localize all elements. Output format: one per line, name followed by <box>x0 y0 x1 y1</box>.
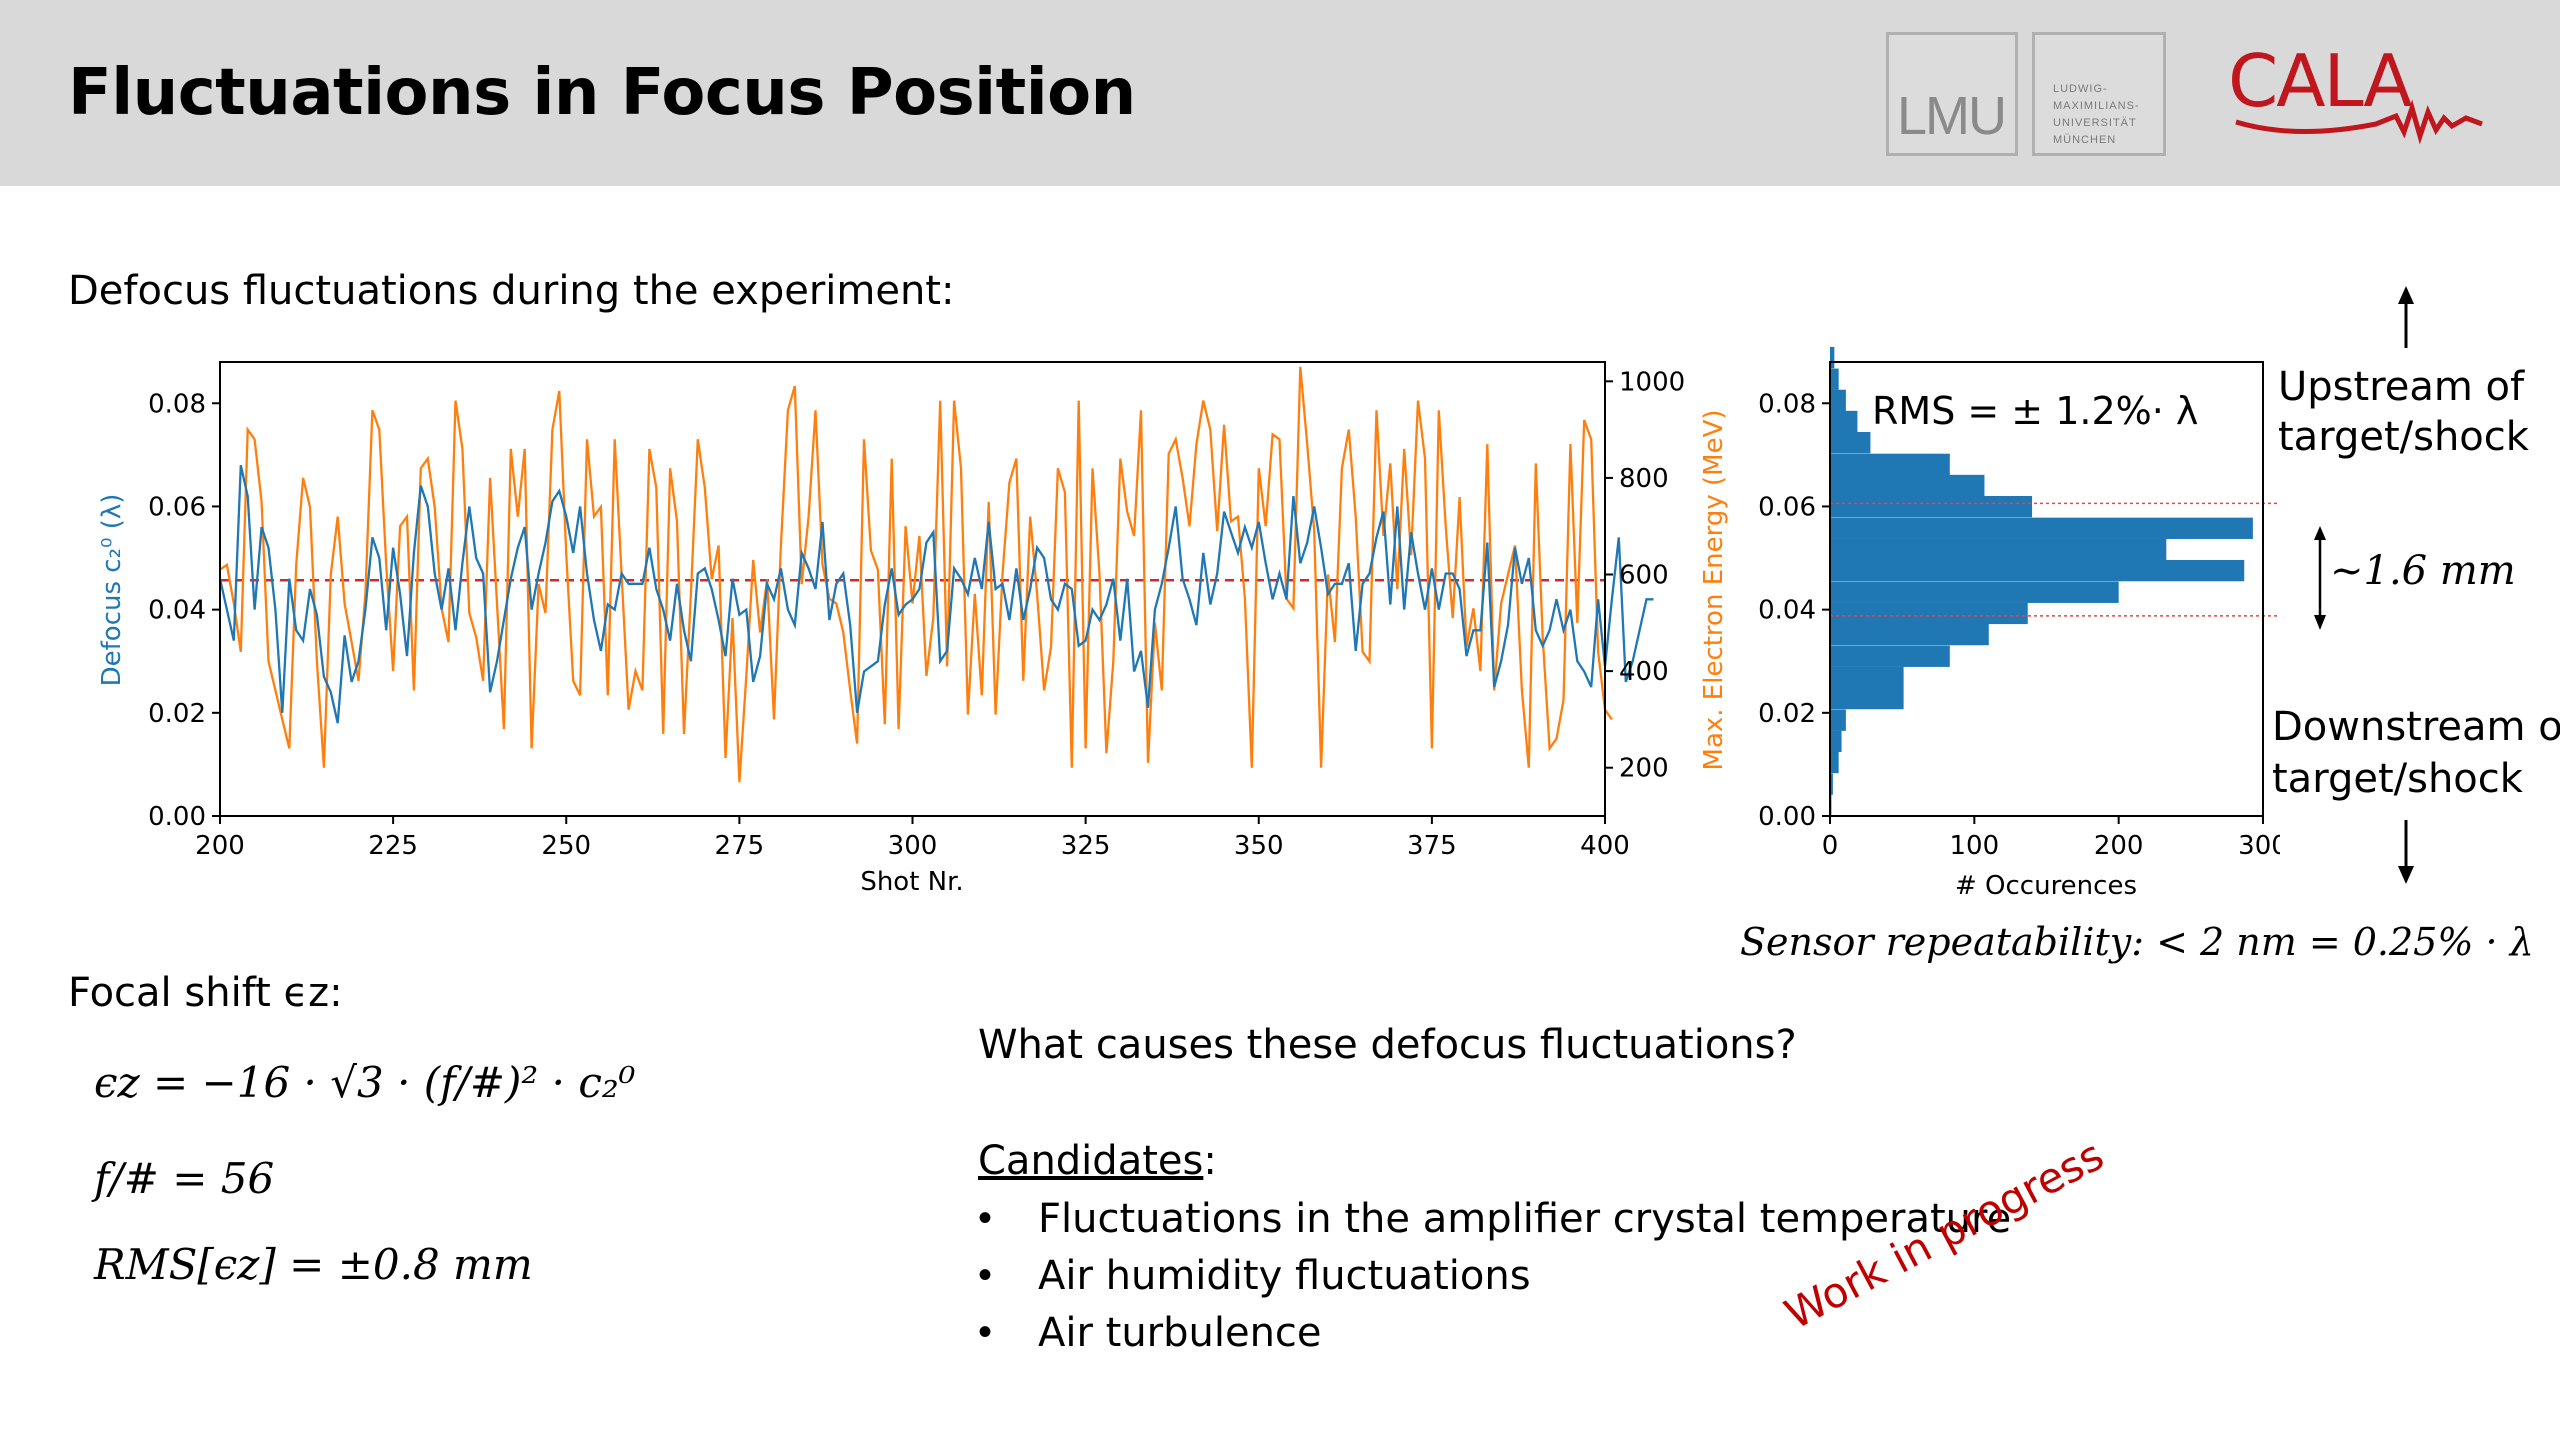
lmu-logo-text: LMU <box>1897 86 2007 146</box>
y-axis-label: Defocus c₂⁰ (λ) <box>97 494 127 687</box>
y-tick-label: 0.06 <box>148 492 206 522</box>
down-arrowhead-icon <box>2398 866 2414 884</box>
up-arrowhead-icon <box>2398 286 2414 304</box>
sensor-repeatability: Sensor repeatability: < 2 nm = 0.25% · λ <box>1740 920 2534 964</box>
hist-frame <box>1829 361 2264 817</box>
x-tick-label: 400 <box>1580 831 1630 861</box>
lmu-line-1: LUDWIG- <box>2053 83 2108 95</box>
hist-bar <box>1830 559 2245 582</box>
x-tick-label: 225 <box>368 831 418 861</box>
cala-logo: CALA <box>2228 44 2483 145</box>
x-tick-label: 350 <box>1234 831 1284 861</box>
hist-bar <box>1830 751 1839 774</box>
hist-bar <box>1830 709 1846 731</box>
span-arrowhead-up-icon <box>2314 526 2326 540</box>
x-tick-label: 300 <box>888 831 938 861</box>
hist-bar <box>1830 538 2167 561</box>
defocus-series-line <box>218 464 1654 724</box>
intro-text: Defocus fluctuations during the experime… <box>68 268 955 314</box>
bullet-icon: • <box>978 1310 993 1354</box>
hist-bar <box>1830 368 1839 390</box>
bullet-icon: • <box>978 1253 993 1297</box>
hist-x-axis-label: # Occurences <box>1955 871 2137 901</box>
energy-series-line <box>219 366 1613 783</box>
candidates-label: Candidates <box>978 1138 1204 1184</box>
y-tick-label: 0.00 <box>148 802 206 832</box>
y2-tick-label: 400 <box>1619 657 1669 687</box>
question-text: What causes these defocus fluctuations? <box>978 1022 1797 1068</box>
lmu-logo: LMU <box>1886 32 2018 156</box>
x-tick-label: 375 <box>1407 831 1457 861</box>
hist-bar <box>1830 687 1904 710</box>
lmu-line-2: MAXIMILIANS- <box>2053 100 2140 112</box>
y2-tick-label: 800 <box>1619 464 1669 494</box>
hist-y-tick-label: 0.00 <box>1758 802 1816 832</box>
span-label: ~1.6 mm <box>2330 548 2516 594</box>
y2-tick-label: 1000 <box>1619 367 1685 397</box>
hist-bar <box>1830 432 1871 454</box>
hist-bar <box>1830 773 1833 795</box>
candidate-item-2: Air humidity fluctuations <box>1038 1253 1531 1299</box>
cala-logo-text: CALA <box>2228 44 2412 123</box>
hist-bar <box>1830 602 2028 625</box>
hist-x-tick-label: 0 <box>1822 831 1839 861</box>
direction-arrows <box>2314 286 2414 884</box>
hist-x-tick-label: 100 <box>1950 831 2000 861</box>
x-tick-label: 325 <box>1061 831 1111 861</box>
hist-bar <box>1830 410 1858 433</box>
hist-bar <box>1830 474 1985 497</box>
hist-x-tick-label: 300 <box>2238 831 2280 861</box>
y2-tick-label: 600 <box>1619 561 1669 591</box>
focal-shift-equation: ϵz = −16 · √3 · (f/#)² · c₂⁰ <box>94 1058 636 1107</box>
bullet-icon: • <box>978 1196 993 1240</box>
candidate-item-1: Fluctuations in the amplifier crystal te… <box>1038 1196 2012 1242</box>
hist-bar <box>1830 730 1842 753</box>
hist-bar <box>1830 495 2033 518</box>
hist-bar <box>1830 389 1846 412</box>
y2-axis-label: Max. Electron Energy (MeV) <box>1699 410 1729 771</box>
x-tick-label: 250 <box>541 831 591 861</box>
hist-bar <box>1830 623 1989 646</box>
y-tick-label: 0.08 <box>148 389 206 419</box>
rms-label: RMS = ± 1.2%· λ <box>1872 389 2198 433</box>
downstream-label-line1: Downstream of <box>2272 704 2560 750</box>
focal-shift-label: Focal shift ϵz: <box>68 970 343 1016</box>
x-axis-label: Shot Nr. <box>860 867 963 897</box>
slide-title: Fluctuations in Focus Position <box>68 56 1136 130</box>
hist-y-tick-label: 0.08 <box>1758 389 1816 419</box>
x-tick-label: 275 <box>715 831 765 861</box>
hist-bar <box>1830 517 2253 539</box>
candidate-item-3: Air turbulence <box>1038 1310 1322 1356</box>
cala-wave-icon <box>2235 99 2483 145</box>
hist-bar <box>1830 453 1950 475</box>
hist-y-tick-label: 0.04 <box>1758 596 1816 626</box>
lmu-line-4: MÜNCHEN <box>2053 134 2117 146</box>
upstream-label-line1: Upstream of <box>2278 364 2525 410</box>
f-number-equation: f/# = 56 <box>94 1154 275 1203</box>
y2-tick-label: 200 <box>1619 754 1669 784</box>
downstream-label-line2: target/shock <box>2272 756 2523 802</box>
upstream-label-line2: target/shock <box>2278 414 2529 460</box>
y-tick-label: 0.02 <box>148 699 206 729</box>
y-tick-label: 0.04 <box>148 596 206 626</box>
lmu-name-box: LUDWIG- MAXIMILIANS- UNIVERSITÄT MÜNCHEN <box>2032 32 2166 156</box>
hist-bar <box>1830 645 1950 667</box>
lmu-line-3: UNIVERSITÄT <box>2053 117 2137 129</box>
hist-bar <box>1830 581 2119 603</box>
hist-bar <box>1830 666 1904 689</box>
candidates-heading: Candidates: <box>978 1138 1217 1184</box>
hist-bar <box>1830 346 1835 369</box>
hist-x-tick-label: 200 <box>2094 831 2144 861</box>
hist-y-tick-label: 0.02 <box>1758 699 1816 729</box>
span-arrowhead-down-icon <box>2314 615 2326 630</box>
x-tick-label: 200 <box>195 831 245 861</box>
defocus-histogram-chart: 0 100 200 300 0.00 0.02 0.04 0.06 0.08 # Occuren… <box>1758 346 2280 901</box>
rms-focal-shift-equation: RMS[ϵz] = ±0.8 mm <box>94 1240 533 1289</box>
defocus-time-series-chart: 200 225 250 275 300 325 350 375 400 0.00 0.02 0.04 0… <box>97 361 1729 897</box>
hist-y-tick-label: 0.06 <box>1758 492 1816 522</box>
